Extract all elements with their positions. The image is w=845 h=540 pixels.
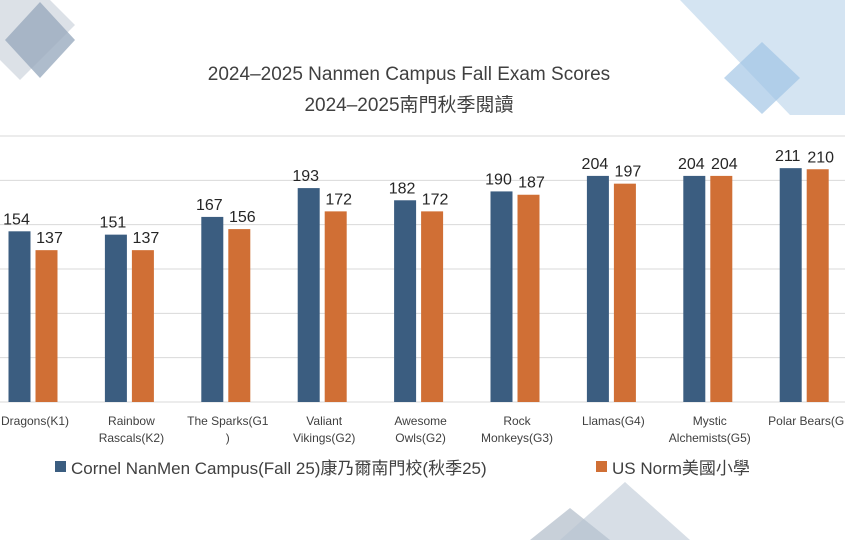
category-label-8: Mystic Alchemists(G5) xyxy=(669,414,751,445)
category-label-line: Monkeys(G3) xyxy=(481,431,553,445)
category-label-7: Llamas(G4) xyxy=(582,414,645,428)
category-label-line: The Sparks(G1 xyxy=(187,414,269,428)
legend-label-series1: Cornel NanMen Campus(Fall 25)康乃爾南門校(秋季25… xyxy=(71,459,487,478)
decor-diamond-bottom-2 xyxy=(560,482,690,540)
category-label-line: Rascals(K2) xyxy=(99,431,164,445)
category-label-2: Rainbow Rascals(K2) xyxy=(99,414,164,445)
data-label-series1-2: 151 xyxy=(100,215,127,232)
data-label-series1-5: 182 xyxy=(389,180,416,197)
category-label-line: Mystic xyxy=(693,414,727,428)
category-label-line: Rock xyxy=(503,414,531,428)
data-label-series1-9: 211 xyxy=(775,148,801,165)
bar-series2-5 xyxy=(421,211,444,402)
bar-series2-9 xyxy=(806,169,829,402)
data-label-series2-3: 156 xyxy=(229,209,256,226)
category-label-line: Alchemists(G5) xyxy=(669,431,751,445)
data-label-series1-8: 204 xyxy=(678,156,705,173)
bar-series2-7 xyxy=(613,183,636,402)
value-labels: 154 137 151 137 167 156 193 172 182 172 190 187 204 1… xyxy=(3,148,834,247)
category-label-line: Valiant xyxy=(306,414,342,428)
data-label-series2-4: 172 xyxy=(325,191,352,208)
category-label-line: Vikings(G2) xyxy=(293,431,355,445)
bar-series1-9 xyxy=(779,168,802,402)
decor-diamond-topleft-dark xyxy=(5,2,75,78)
decor-diamond-topright xyxy=(724,42,800,114)
category-label-line: ) xyxy=(226,431,230,445)
data-label-series1-7: 204 xyxy=(582,156,609,173)
chart-subtitle: 2024–2025南門秋季閱讀 xyxy=(304,94,513,116)
data-label-series2-1: 137 xyxy=(36,230,63,247)
data-label-series2-2: 137 xyxy=(133,230,160,247)
bar-series1-7 xyxy=(586,175,609,402)
legend-swatch-series1 xyxy=(55,461,66,472)
category-labels: Dragons(K1) Rainbow Rascals(K2) The Sparks(… xyxy=(1,414,844,445)
category-label-5: Awesome Owls(G2) xyxy=(394,414,447,445)
category-label-3: The Sparks(G1) xyxy=(187,414,269,445)
legend: Cornel NanMen Campus(Fall 25)康乃爾南門校(秋季25… xyxy=(55,459,750,478)
bar-series2-2 xyxy=(131,250,154,402)
bar-series1-4 xyxy=(297,188,320,402)
data-label-series1-3: 167 xyxy=(196,197,223,214)
legend-label-series2: US Norm美國小學 xyxy=(612,459,750,478)
bar-series2-4 xyxy=(324,211,347,402)
data-label-series2-5: 172 xyxy=(422,191,449,208)
data-label-series2-6: 187 xyxy=(518,175,545,192)
category-label-9: Polar Bears(G xyxy=(768,414,844,428)
bar-series2-3 xyxy=(228,229,251,402)
legend-swatch-series2 xyxy=(596,461,607,472)
category-label-line: Llamas(G4) xyxy=(582,414,645,428)
data-label-series2-9: 210 xyxy=(807,149,834,166)
data-label-series1-1: 154 xyxy=(3,211,30,228)
bar-series2-8 xyxy=(710,175,733,402)
bar-series2-6 xyxy=(517,194,540,402)
decor-diamond-topleft-light xyxy=(0,0,75,80)
chart-title: 2024–2025 Nanmen Campus Fall Exam Scores xyxy=(208,64,610,85)
category-label-line: Rainbow xyxy=(108,414,155,428)
category-label-line: Owls(G2) xyxy=(395,431,446,445)
category-label-line: Polar Bears(G xyxy=(768,414,844,428)
data-label-series1-4: 193 xyxy=(292,168,319,185)
bar-series2-1 xyxy=(35,250,58,402)
data-label-series2-7: 197 xyxy=(615,164,642,181)
category-label-line: Awesome xyxy=(394,414,447,428)
data-label-series2-8: 204 xyxy=(711,156,738,173)
bar-series1-1 xyxy=(8,231,31,402)
bar-series1-3 xyxy=(201,216,224,402)
data-label-series1-6: 190 xyxy=(485,171,512,188)
bar-series1-2 xyxy=(104,234,127,402)
bar-series1-8 xyxy=(683,175,706,402)
bars xyxy=(8,168,829,402)
bar-series1-6 xyxy=(490,191,513,402)
category-label-line: Dragons(K1) xyxy=(1,414,69,428)
category-label-6: Rock Monkeys(G3) xyxy=(481,414,553,445)
bar-series1-5 xyxy=(394,200,417,402)
category-label-1: Dragons(K1) xyxy=(1,414,69,428)
category-label-4: Valiant Vikings(G2) xyxy=(293,414,355,445)
